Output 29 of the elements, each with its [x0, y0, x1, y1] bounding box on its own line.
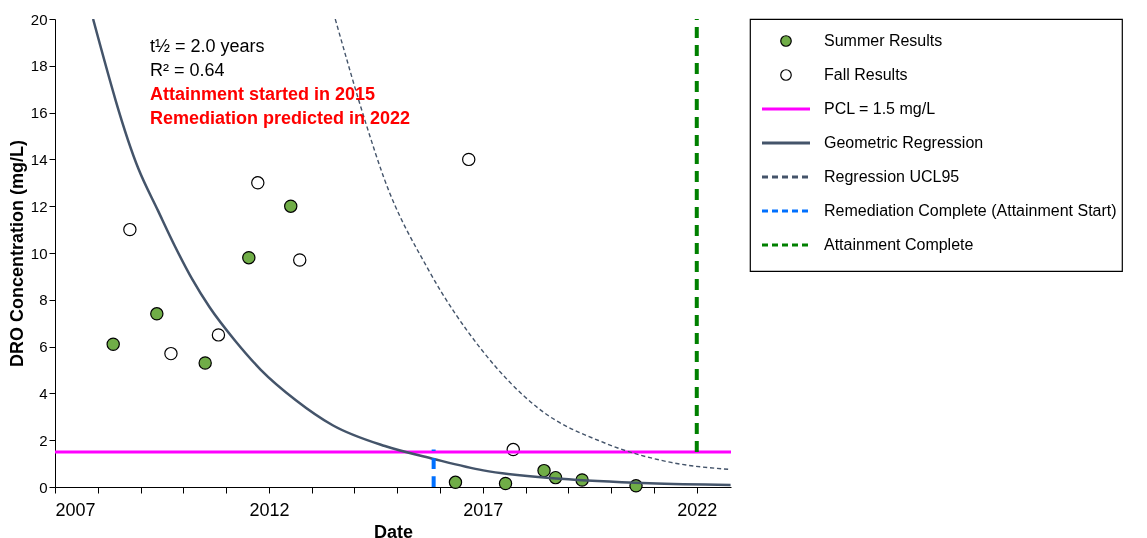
legend-label: Attainment Complete [824, 236, 974, 253]
line-series [91, 19, 731, 487]
y-tick-label: 16 [30, 104, 48, 122]
annotation: Attainment started in 2015 [150, 84, 376, 104]
y-tick-label: 18 [30, 57, 48, 75]
y-tick-label: 0 [39, 478, 48, 496]
annotation: R² = 0.64 [150, 60, 225, 80]
y-tick-label: 6 [39, 338, 48, 356]
y-tick-label: 2 [39, 431, 48, 449]
legend-label: Fall Results [824, 66, 908, 83]
x-tick-label: 2007 [55, 499, 96, 520]
legend-label: PCL = 1.5 mg/L [824, 100, 936, 117]
x-tick-label: 2017 [463, 499, 504, 520]
y-axis-title: DRO Concentration (mg/L) [6, 140, 27, 367]
x-tick-label: 2012 [249, 499, 290, 520]
y-tick-label: 10 [30, 244, 48, 262]
legend-label: Summer Results [824, 32, 943, 49]
y-tick-label: 20 [30, 10, 48, 28]
y-tick-label: 14 [30, 150, 48, 168]
y-tick-label: 8 [39, 291, 48, 309]
annotation: Remediation predicted in 2022 [150, 108, 411, 128]
legend-label: Remediation Complete (Attainment Start) [824, 202, 1117, 219]
y-tick-label: 12 [30, 197, 48, 215]
x-axis-title: Date [373, 521, 414, 538]
legend-label: Geometric Regression [824, 134, 984, 151]
annotation: t½ = 2.0 years [150, 36, 265, 56]
y-tick-label: 4 [39, 384, 48, 402]
legend-label: Regression UCL95 [824, 168, 960, 185]
x-tick-label: 2022 [677, 499, 718, 520]
